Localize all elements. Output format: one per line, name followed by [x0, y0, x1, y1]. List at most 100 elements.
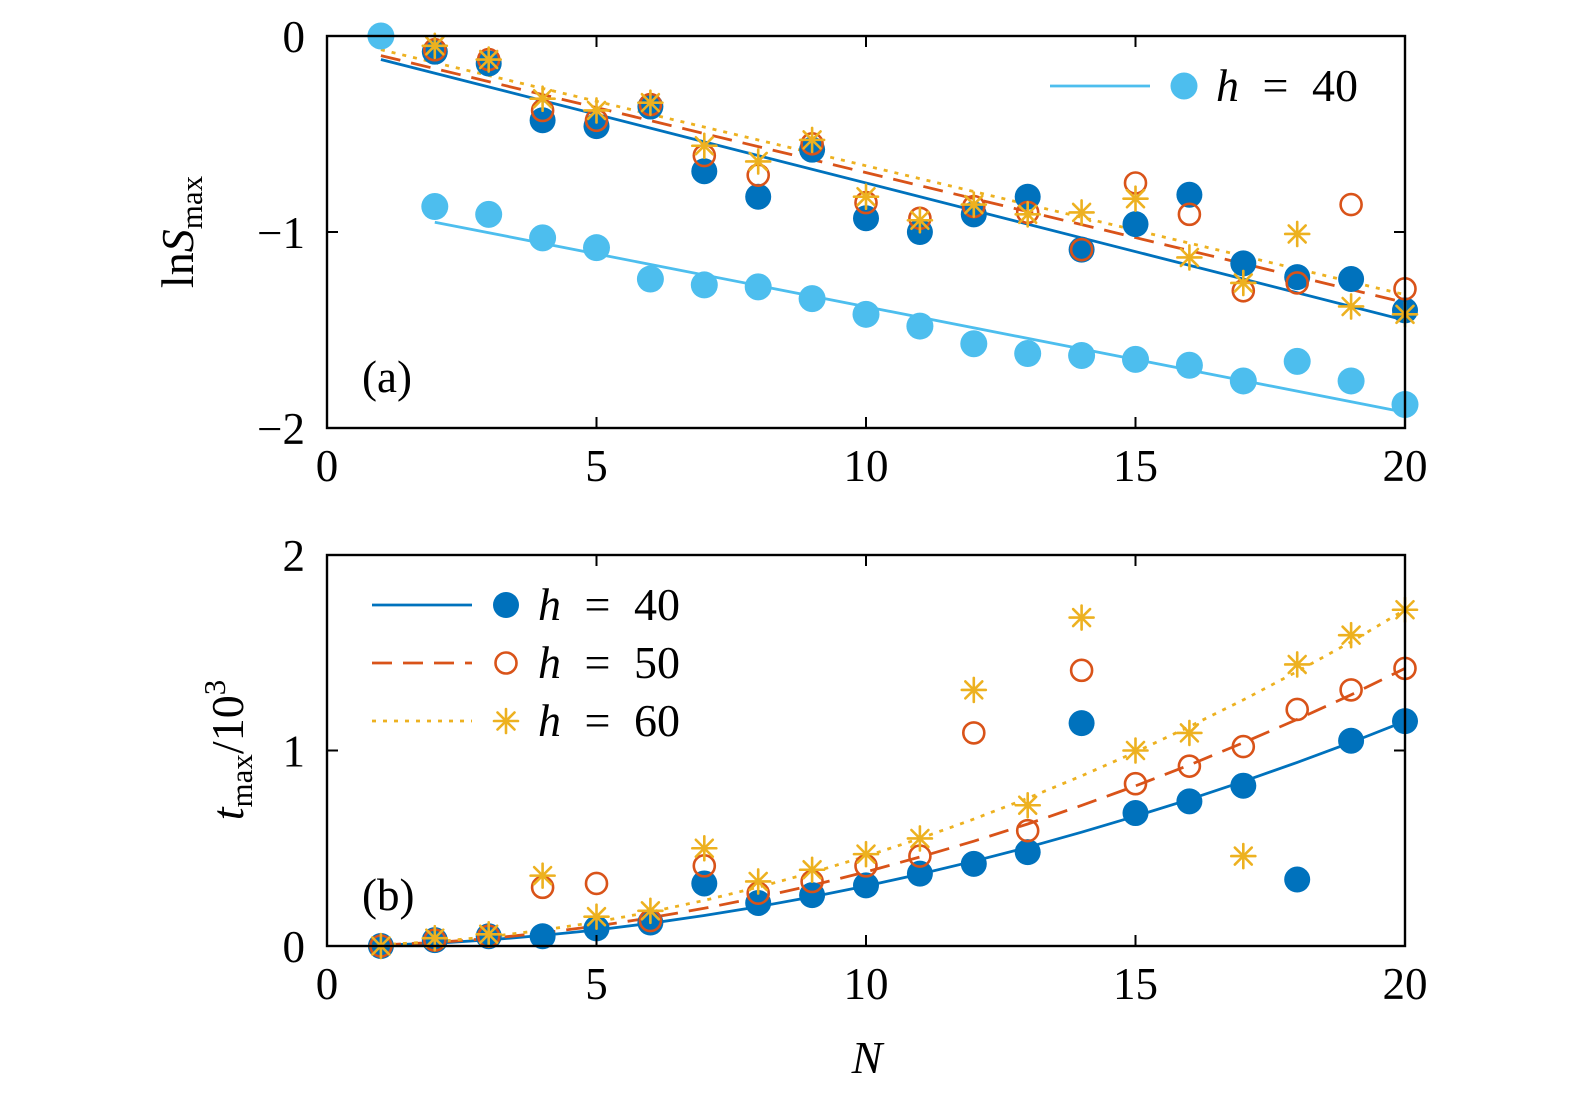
series-3-point: [475, 920, 503, 948]
series-3-point: [475, 46, 503, 73]
series-1-point: [1122, 800, 1149, 827]
legend-label: h = 50: [538, 637, 680, 688]
asterisk-stroke: [1125, 740, 1146, 761]
asterisk-stroke: [802, 130, 822, 150]
series-2-point: [1177, 754, 1202, 778]
asterisk-stroke: [694, 838, 715, 859]
asterisk-stroke: [586, 906, 607, 927]
series-4-point: [1283, 347, 1311, 375]
series-3-point: [1283, 220, 1311, 248]
legend: h = 40h = 50h = 60: [372, 579, 680, 746]
legend-label: h = 40: [538, 579, 680, 630]
legend-marker: [494, 651, 518, 675]
series-3-point: [529, 85, 556, 113]
panel-a: 0 5 10 15 20 −2 −1 0 lnSmax (a) h = 40: [152, 12, 1428, 491]
legend-label: h = 40: [1216, 60, 1358, 111]
series-1-point: [1338, 266, 1365, 293]
series-3-point: [1283, 651, 1311, 678]
asterisk-stroke: [1179, 723, 1200, 743]
series-1-point: [1176, 788, 1203, 815]
series-1-point: [1068, 710, 1095, 737]
y-axis-label-prefix: ln: [152, 252, 203, 288]
panel-label: (a): [362, 352, 412, 402]
legend-label-variable: h: [538, 695, 561, 746]
series-3-point: [1337, 293, 1365, 320]
asterisk-stroke: [1071, 202, 1092, 223]
series-2-point: [1177, 202, 1202, 227]
series-3-fit-line: [380, 608, 1406, 947]
asterisk-stroke: [964, 680, 984, 700]
series-1-point: [1338, 727, 1365, 754]
series-1-point: [529, 923, 556, 950]
series-3-point: [744, 148, 772, 175]
series-4-point: [744, 273, 772, 301]
series-2-point: [1285, 271, 1309, 295]
series-4-point: [1229, 367, 1257, 395]
series-3-point: [1230, 842, 1257, 870]
series-3-point: [798, 856, 826, 884]
series-3-point: [1014, 791, 1041, 819]
series-3-points: [367, 596, 1419, 960]
asterisk-stroke: [856, 844, 876, 864]
legend: h = 40: [1050, 60, 1358, 111]
series-4-point: [1068, 341, 1096, 369]
series-3-point: [798, 126, 826, 154]
series-4-point: [798, 285, 826, 313]
series-4-point: [960, 330, 988, 358]
legend-label-rest: = 50: [561, 637, 680, 688]
y-axis-label: lnSmax: [152, 175, 209, 288]
series-4-point: [1014, 340, 1042, 368]
series-3-point: [1014, 201, 1041, 228]
series-2-point: [1123, 771, 1148, 796]
series-4-point: [1175, 351, 1203, 379]
legend-entry: h = 40: [1050, 60, 1358, 111]
asterisk-stroke: [1233, 273, 1254, 293]
series-3-point: [1176, 244, 1203, 271]
panel-label: (b): [362, 870, 414, 920]
asterisk-stroke: [748, 871, 768, 892]
series-3-point: [906, 206, 934, 234]
series-3-point: [690, 132, 718, 160]
series-4-point: [421, 193, 449, 221]
series-2-point: [961, 721, 986, 745]
series-4-point: [1337, 367, 1365, 395]
series-3-point: [1068, 199, 1095, 226]
series-1-point: [1122, 211, 1149, 238]
series-3-point: [421, 32, 449, 60]
legend-entry: h = 40: [372, 579, 680, 630]
asterisk-stroke: [1341, 625, 1361, 645]
asterisk-stroke: [532, 865, 553, 886]
x-tick-label: 0: [316, 441, 339, 491]
series-4-points: [367, 22, 1419, 418]
asterisk-stroke: [1287, 654, 1307, 675]
series-4-point: [906, 312, 934, 340]
asterisk-stroke: [748, 151, 768, 172]
series-4-point: [1122, 345, 1149, 373]
asterisk-stroke: [910, 828, 930, 849]
y-tick-label: 2: [283, 531, 306, 581]
series-4-point: [852, 300, 880, 328]
legend-entry: h = 50: [372, 637, 680, 688]
asterisk-stroke: [478, 49, 499, 70]
series-2-point: [1339, 192, 1363, 217]
series-1-point: [1284, 264, 1311, 291]
series-3-point: [529, 862, 556, 889]
series-1-point: [853, 872, 879, 899]
series-2-point: [1339, 678, 1363, 702]
asterisk-stroke: [856, 186, 876, 207]
series-2-point: [1069, 237, 1094, 262]
series-3-point: [1176, 719, 1203, 747]
legend-marker: [493, 592, 519, 618]
series-1-point: [1068, 236, 1095, 263]
y-tick-label: 1: [283, 727, 306, 777]
legend-label-variable: h: [1216, 60, 1239, 111]
asterisk-stroke: [532, 88, 553, 109]
y-axis-label-suffix: /10: [202, 695, 253, 754]
series-3-point: [690, 834, 718, 862]
asterisk-stroke: [694, 135, 715, 156]
series-1-point: [1230, 250, 1257, 277]
legend-label-rest: = 40: [561, 579, 680, 630]
series-1-point: [691, 870, 718, 897]
